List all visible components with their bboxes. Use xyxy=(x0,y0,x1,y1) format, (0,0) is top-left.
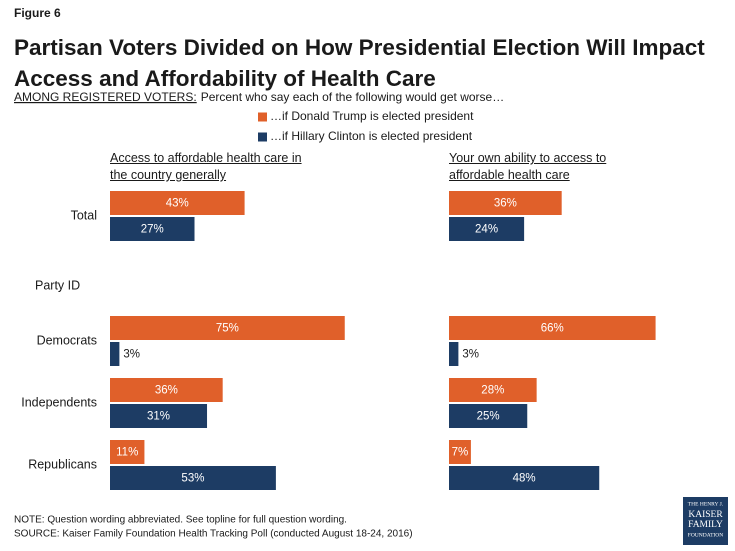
value-label: 75% xyxy=(216,323,239,335)
value-label: 28% xyxy=(481,385,504,397)
value-label: 43% xyxy=(166,198,189,210)
panel-title: Access to affordable health care in the … xyxy=(110,151,302,182)
bar xyxy=(110,316,345,340)
category-label: Republicans xyxy=(28,457,97,471)
figure-label: Figure 6 xyxy=(14,6,61,20)
value-label: 31% xyxy=(147,411,170,423)
value-label: 3% xyxy=(123,349,140,361)
bar xyxy=(449,316,656,340)
source: SOURCE: Kaiser Family Foundation Health … xyxy=(14,529,413,540)
value-label: 27% xyxy=(141,224,164,236)
value-label: 36% xyxy=(155,385,178,397)
logo-text: THE HENRY J. xyxy=(688,501,724,507)
subtitle: AMONG REGISTERED VOTERS: Percent who say … xyxy=(14,90,504,104)
bar xyxy=(110,440,145,464)
chart-title: Partisan Voters Divided on How President… xyxy=(14,35,705,91)
value-label: 11% xyxy=(116,447,138,459)
subtitle-text: Percent who say each of the following wo… xyxy=(201,90,505,104)
bar xyxy=(449,466,600,490)
category-label: Independents xyxy=(21,395,97,409)
category-label: Total xyxy=(71,208,97,222)
logo-text: FAMILY xyxy=(688,520,723,530)
category-label: Democrats xyxy=(37,333,97,347)
legend-swatch xyxy=(258,132,267,142)
logo-text: FOUNDATION xyxy=(688,532,723,538)
bar xyxy=(449,404,528,428)
value-label: 36% xyxy=(494,198,517,210)
bar xyxy=(110,191,245,215)
subtitle-lead: AMONG REGISTERED VOTERS: xyxy=(14,90,197,104)
bar xyxy=(110,378,223,402)
value-label: 3% xyxy=(462,349,479,361)
bar xyxy=(110,217,195,241)
legend-swatch xyxy=(258,112,267,122)
bar xyxy=(449,217,525,241)
value-label: 66% xyxy=(541,323,564,335)
panel-title: Your own ability to access to affordable… xyxy=(449,151,607,182)
bar xyxy=(110,342,120,366)
bar xyxy=(449,440,471,464)
value-label: 48% xyxy=(513,473,536,485)
bar xyxy=(449,342,459,366)
value-label: 24% xyxy=(475,224,498,236)
value-label: 53% xyxy=(181,473,204,485)
legend-label: …if Hillary Clinton is elected president xyxy=(270,129,473,143)
bar xyxy=(110,404,208,428)
logo-box xyxy=(683,497,728,545)
value-label: 7% xyxy=(452,447,469,459)
bar xyxy=(449,191,562,215)
group-label: Party ID xyxy=(35,278,80,292)
value-label: 25% xyxy=(477,411,500,423)
legend-label: …if Donald Trump is elected president xyxy=(270,109,474,123)
bar xyxy=(449,378,537,402)
logo-text: KAISER xyxy=(688,510,723,520)
note: NOTE: Question wording abbreviated. See … xyxy=(14,515,347,526)
bar xyxy=(110,466,276,490)
